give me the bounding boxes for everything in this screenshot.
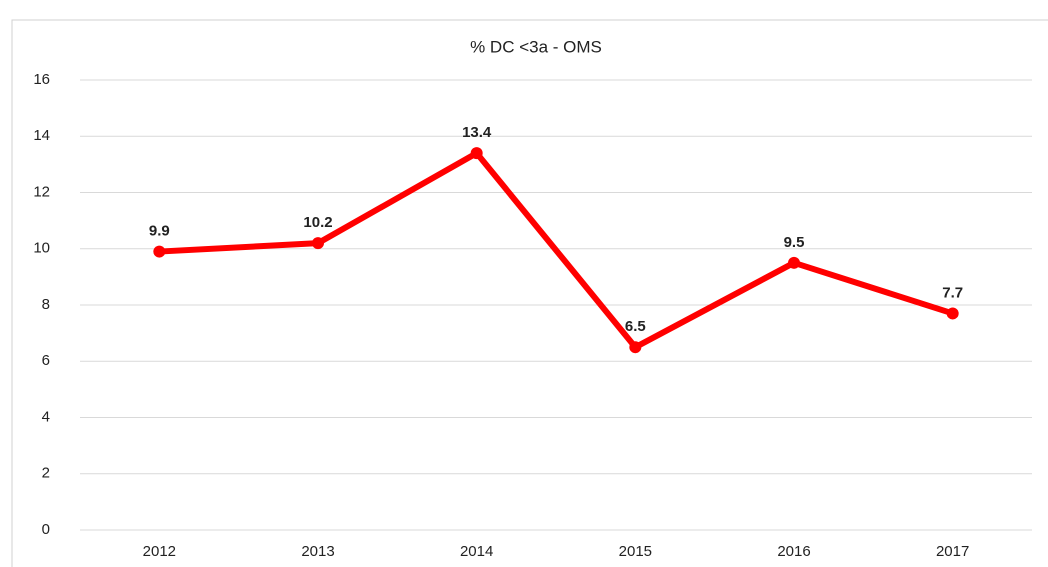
- chart-title: % DC <3a - OMS: [470, 37, 602, 56]
- data-label: 9.5: [784, 234, 805, 251]
- y-tick-label: 14: [33, 127, 50, 144]
- data-label: 7.7: [942, 284, 963, 301]
- y-tick-label: 0: [42, 521, 50, 538]
- data-point: [946, 307, 959, 320]
- data-line: [159, 150, 954, 351]
- x-tick-label: 2012: [143, 543, 176, 560]
- data-point: [312, 237, 324, 250]
- data-label: 9.9: [149, 223, 170, 240]
- x-tick-label: 2013: [301, 543, 334, 560]
- chart-frame: [11, 19, 1048, 567]
- y-tick-label: 16: [33, 71, 50, 88]
- y-tick-label: 12: [33, 183, 50, 200]
- x-tick-label: 2014: [460, 543, 493, 560]
- data-point: [153, 245, 166, 258]
- data-point: [629, 341, 642, 354]
- x-tick-label: 2016: [777, 543, 810, 560]
- data-point: [788, 256, 800, 269]
- data-label: 13.4: [462, 124, 492, 141]
- y-tick-label: 2: [42, 465, 50, 482]
- y-tick-label: 4: [42, 408, 50, 425]
- data-label: 6.5: [625, 318, 646, 335]
- y-tick-label: 10: [33, 240, 50, 257]
- y-tick-label: 6: [42, 352, 50, 369]
- data-label: 10.2: [303, 214, 332, 231]
- data-point: [470, 147, 483, 160]
- y-tick-label: 8: [42, 296, 50, 313]
- x-tick-label: 2015: [619, 543, 652, 560]
- x-tick-label: 2017: [936, 543, 969, 560]
